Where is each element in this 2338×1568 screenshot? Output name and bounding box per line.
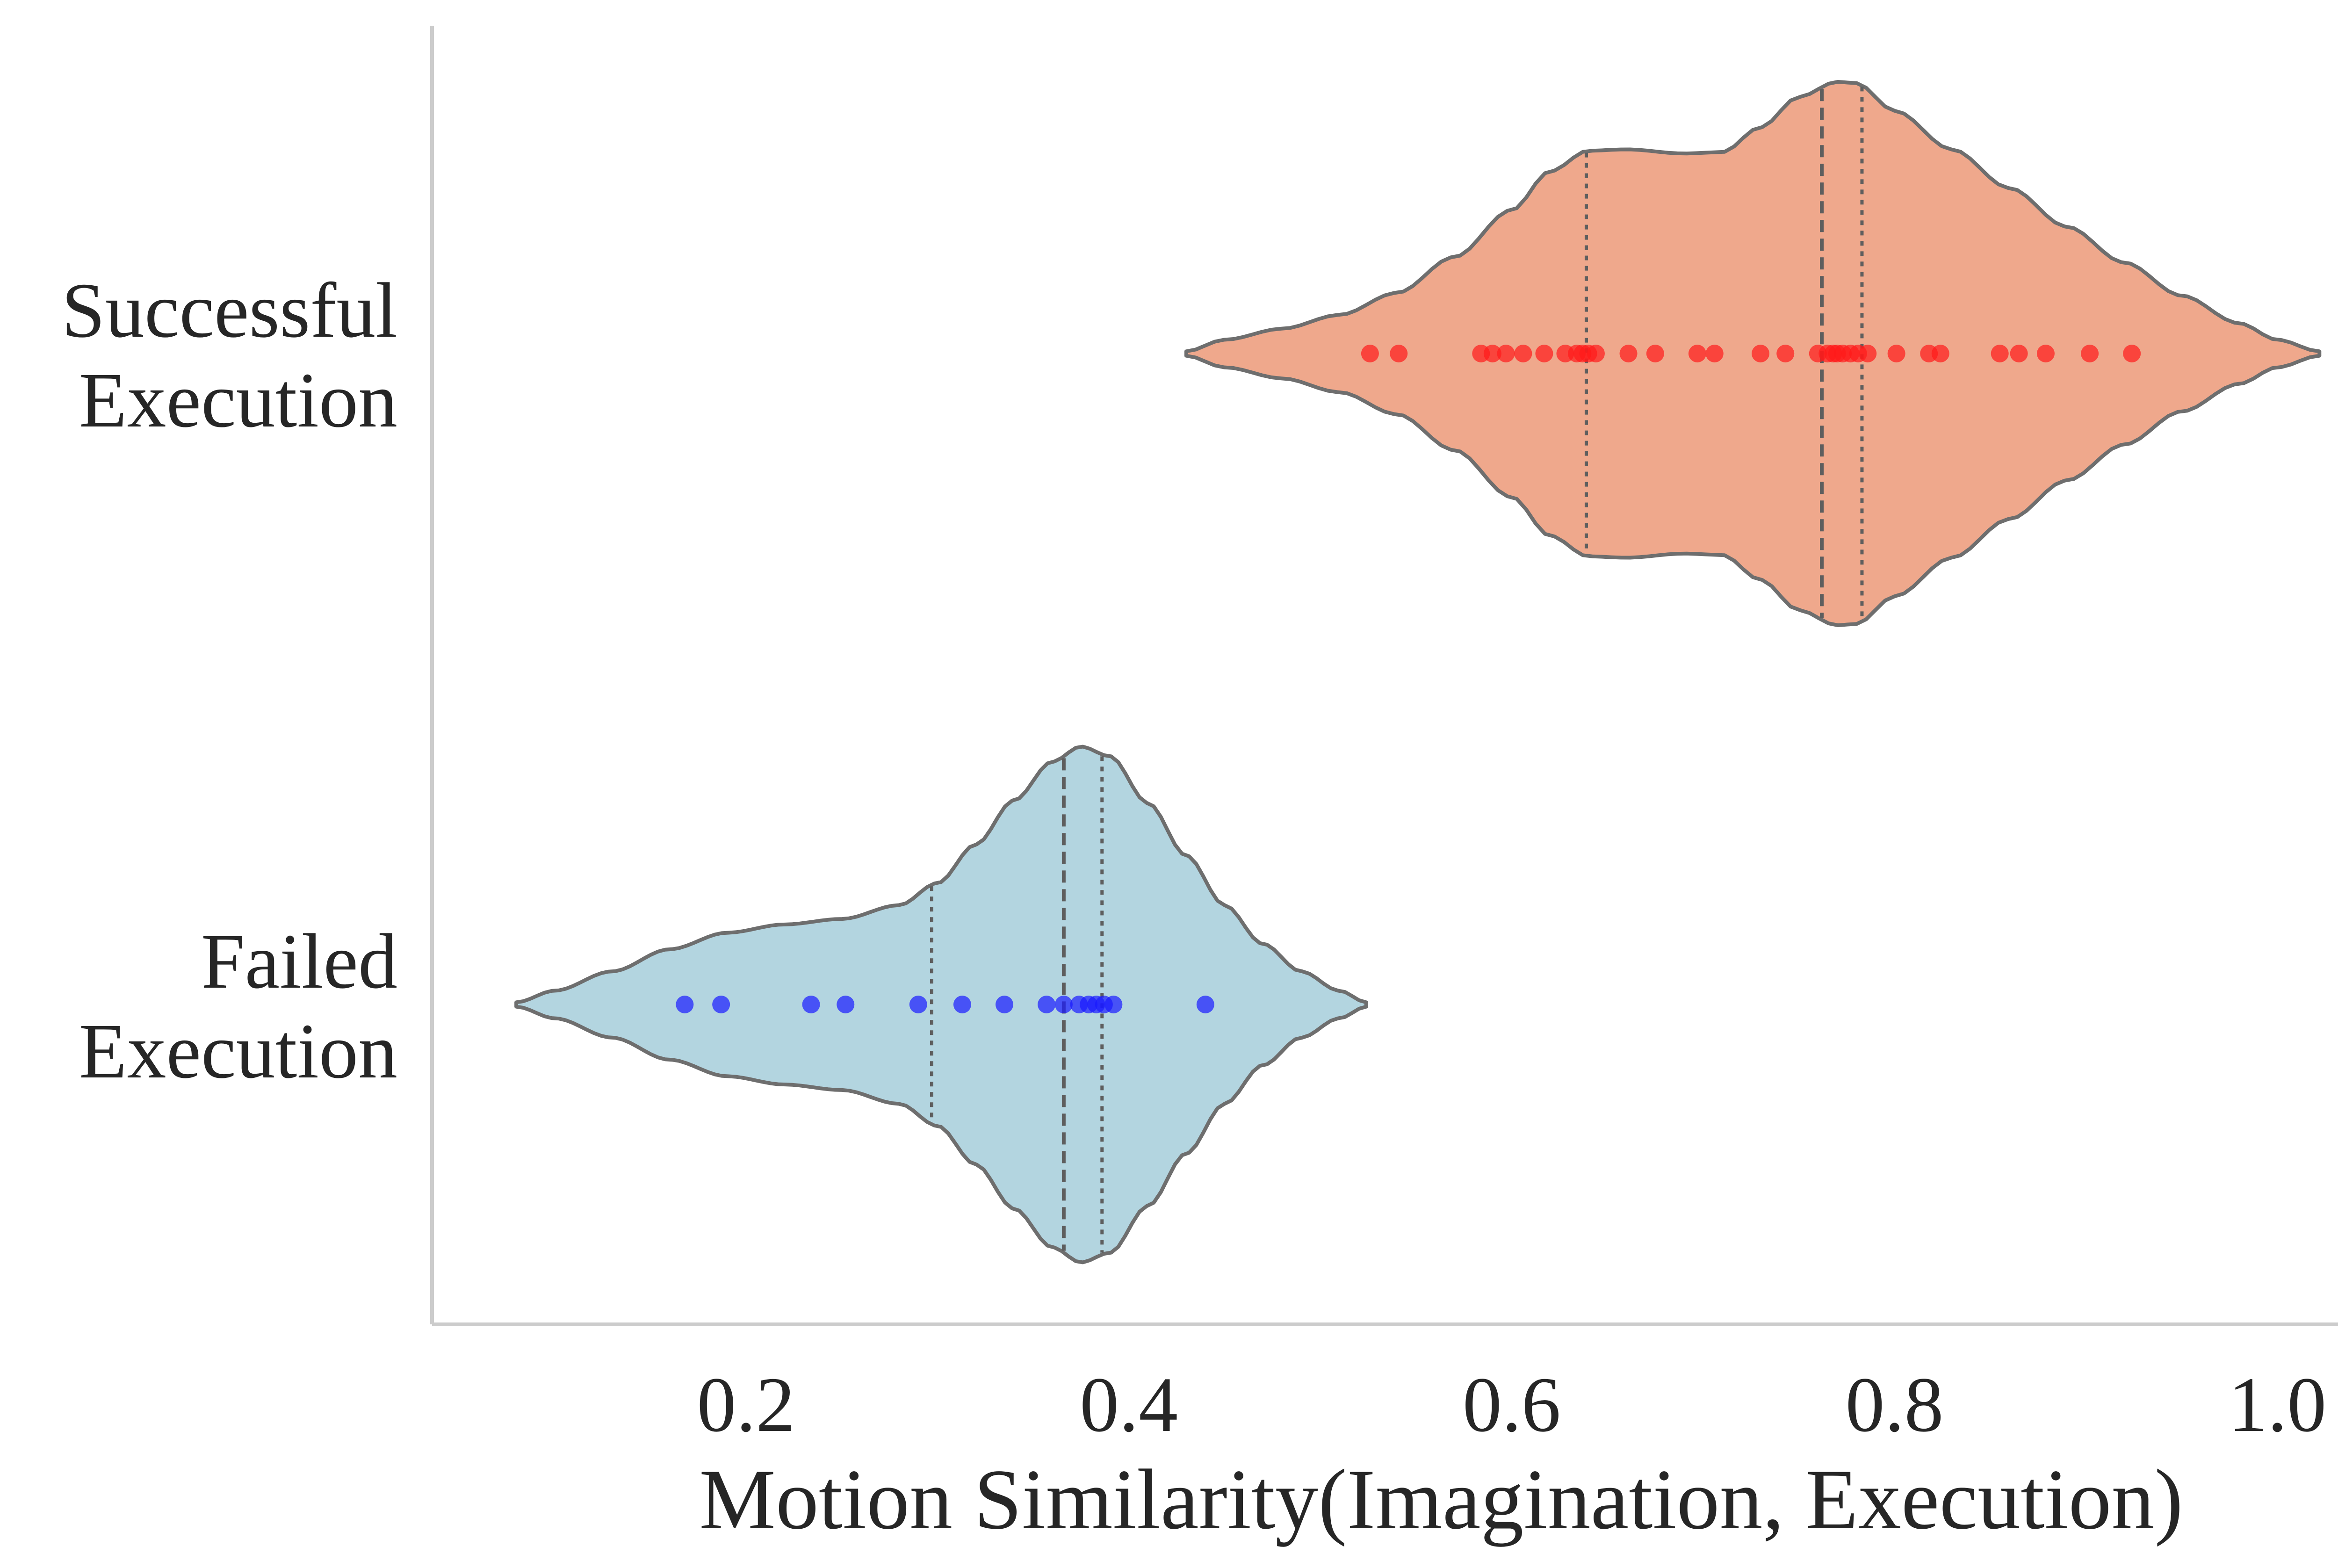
data-point-0-12 <box>1619 345 1638 362</box>
x-axis-label: Motion Similarity(Imagination, Execution… <box>699 1452 2183 1547</box>
data-point-0-3 <box>1483 345 1501 362</box>
data-point-0-11 <box>1587 345 1605 362</box>
data-point-1-0 <box>676 996 694 1013</box>
data-point-0-15 <box>1705 345 1724 362</box>
data-point-0-29 <box>1991 345 2009 362</box>
data-point-0-14 <box>1688 345 1706 362</box>
data-point-0-26 <box>1887 345 1905 362</box>
data-point-0-1 <box>1390 345 1408 362</box>
x-tick-labels: 0.2 0.4 0.6 0.8 1.0 <box>697 1361 2326 1448</box>
points-layer <box>676 345 2141 1013</box>
data-point-1-7 <box>1038 996 1056 1013</box>
data-point-0-25 <box>1859 345 1877 362</box>
data-point-0-32 <box>2081 345 2099 362</box>
x-tick-label-2: 0.6 <box>1463 1361 1561 1448</box>
data-point-0-33 <box>2123 345 2141 362</box>
y-tick-label-1-0: Failed <box>201 918 397 1005</box>
data-point-1-6 <box>996 996 1014 1013</box>
y-tick-label-0-0: Successful <box>61 267 397 354</box>
data-point-0-6 <box>1535 345 1553 362</box>
x-tick-label-1: 0.4 <box>1080 1361 1178 1448</box>
data-point-0-30 <box>2010 345 2028 362</box>
violin-body-1 <box>514 744 1368 1265</box>
data-point-1-13 <box>1104 996 1123 1013</box>
x-tick-label-3: 0.8 <box>1846 1361 1944 1448</box>
data-point-0-16 <box>1751 345 1769 362</box>
y-tick-label-0-1: Execution <box>79 357 397 444</box>
data-point-0-31 <box>2036 345 2055 362</box>
data-point-1-8 <box>1054 996 1073 1013</box>
data-point-1-3 <box>837 996 855 1013</box>
data-point-0-0 <box>1361 345 1379 362</box>
data-point-0-4 <box>1497 345 1515 362</box>
x-tick-label-4: 1.0 <box>2228 1361 2326 1448</box>
data-point-1-1 <box>712 996 730 1013</box>
data-point-1-2 <box>802 996 820 1013</box>
data-point-0-5 <box>1514 345 1532 362</box>
violins-layer <box>514 79 2322 1265</box>
data-point-1-14 <box>1196 996 1214 1013</box>
data-point-0-28 <box>1931 345 1949 362</box>
data-point-0-13 <box>1646 345 1664 362</box>
data-point-1-5 <box>953 996 971 1013</box>
data-point-1-4 <box>909 996 927 1013</box>
x-tick-label-0: 0.2 <box>697 1361 795 1448</box>
data-point-0-17 <box>1776 345 1795 362</box>
y-tick-label-1-1: Execution <box>79 1008 397 1095</box>
